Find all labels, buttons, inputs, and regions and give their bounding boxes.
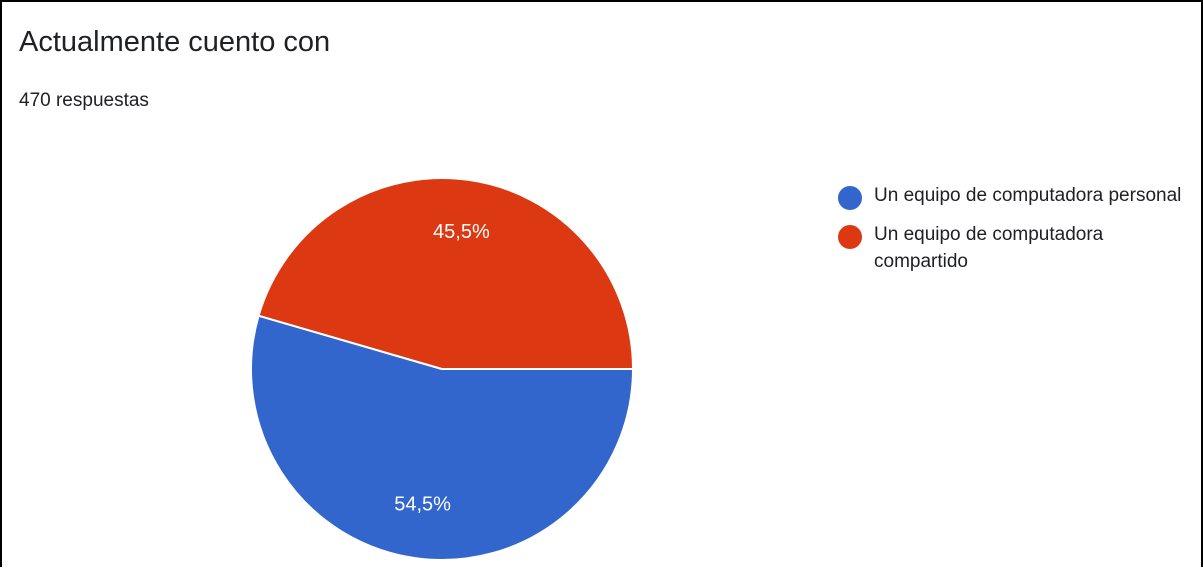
legend-swatch-personal (838, 186, 862, 210)
legend-swatch-compartido (838, 225, 862, 249)
pie-slice-compartido[interactable] (257, 177, 635, 370)
pie-slices-group: 54,5% 45,5% (250, 177, 635, 561)
chart-legend: Un equipo de computadora personal Un equ… (838, 182, 1188, 287)
pie-slice-personal[interactable] (250, 314, 635, 561)
legend-label-personal: Un equipo de computadora personal (874, 185, 1182, 206)
response-count: 470 respuestas (19, 90, 149, 111)
legend-item-personal[interactable]: Un equipo de computadora personal (838, 182, 1188, 210)
slice-label-personal: 54,5% (394, 493, 451, 515)
legend-label-compartido: Un equipo de computadora compartido (874, 224, 1104, 272)
legend-item-compartido[interactable]: Un equipo de computadora compartido (838, 221, 1188, 275)
chart-title: Actualmente cuento con (19, 26, 331, 58)
slice-label-compartido: 45,5% (433, 221, 490, 243)
